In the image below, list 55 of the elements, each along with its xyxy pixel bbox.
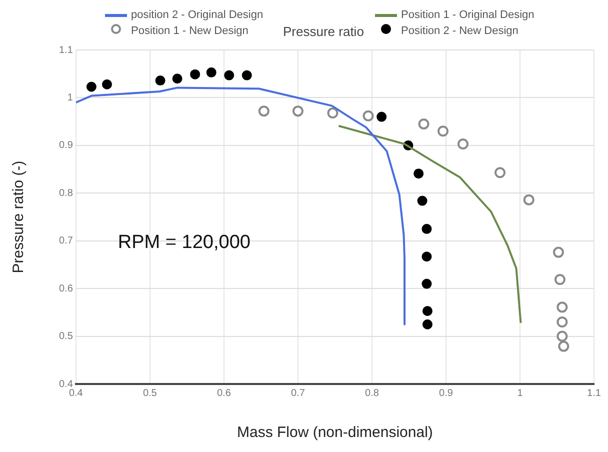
legend-label: position 2 - Original Design — [131, 9, 264, 21]
y-tick-label: 0.6 — [58, 283, 74, 294]
x-tick-label: 1.1 — [587, 388, 602, 399]
point — [556, 330, 568, 342]
y-tick-label: 0.5 — [58, 331, 74, 342]
point — [422, 224, 432, 234]
point — [86, 82, 96, 92]
x-axis-title: Mass Flow (non-dimensional) — [237, 424, 433, 442]
x-tick-label: 0.6 — [216, 388, 232, 399]
point — [438, 126, 449, 137]
legend-label: Position 2 - New Design — [401, 24, 518, 36]
point — [155, 76, 166, 86]
point — [494, 167, 506, 178]
point — [418, 118, 430, 130]
point — [327, 107, 338, 118]
point — [422, 306, 432, 316]
point — [523, 194, 534, 206]
point — [552, 246, 564, 258]
point — [422, 319, 432, 330]
point — [558, 340, 570, 352]
x-tick-label: 0.5 — [142, 388, 158, 399]
y-tick-label: 1.1 — [58, 44, 74, 56]
point — [417, 196, 428, 206]
point — [292, 106, 304, 117]
x-tick-label: 1 — [517, 388, 524, 399]
point — [556, 316, 568, 328]
point — [362, 110, 374, 122]
x-tick-label: 0.9 — [439, 388, 454, 399]
chart-title: Pressure ratio — [283, 24, 364, 39]
x-tick-label: 0.4 — [68, 388, 84, 399]
y-tick-label: 0.7 — [58, 236, 74, 247]
point — [242, 70, 252, 80]
legend-label: Position 1 - New Design — [131, 24, 248, 36]
point — [172, 74, 182, 84]
point — [258, 106, 270, 117]
point — [414, 168, 424, 179]
y-tick-label: 0.9 — [58, 140, 74, 152]
legend-label: Position 1 - Original Design — [401, 9, 534, 21]
annotation: RPM = 120,000 — [118, 232, 250, 254]
y-axis-title: Pressure ratio (-) — [10, 160, 28, 274]
point — [376, 112, 387, 122]
y-tick-label: 0.8 — [58, 188, 74, 199]
point — [224, 70, 234, 80]
point — [422, 252, 432, 262]
point — [554, 274, 566, 286]
y-tick-label: 1 — [67, 92, 74, 104]
x-tick-label: 0.7 — [290, 388, 306, 399]
y-tick-label: 0.4 — [58, 378, 74, 390]
x-tick-label: 0.8 — [365, 388, 380, 399]
point — [206, 67, 216, 78]
point — [457, 138, 468, 150]
point — [102, 79, 112, 90]
point — [556, 302, 568, 313]
point — [422, 278, 432, 289]
point — [190, 69, 200, 80]
